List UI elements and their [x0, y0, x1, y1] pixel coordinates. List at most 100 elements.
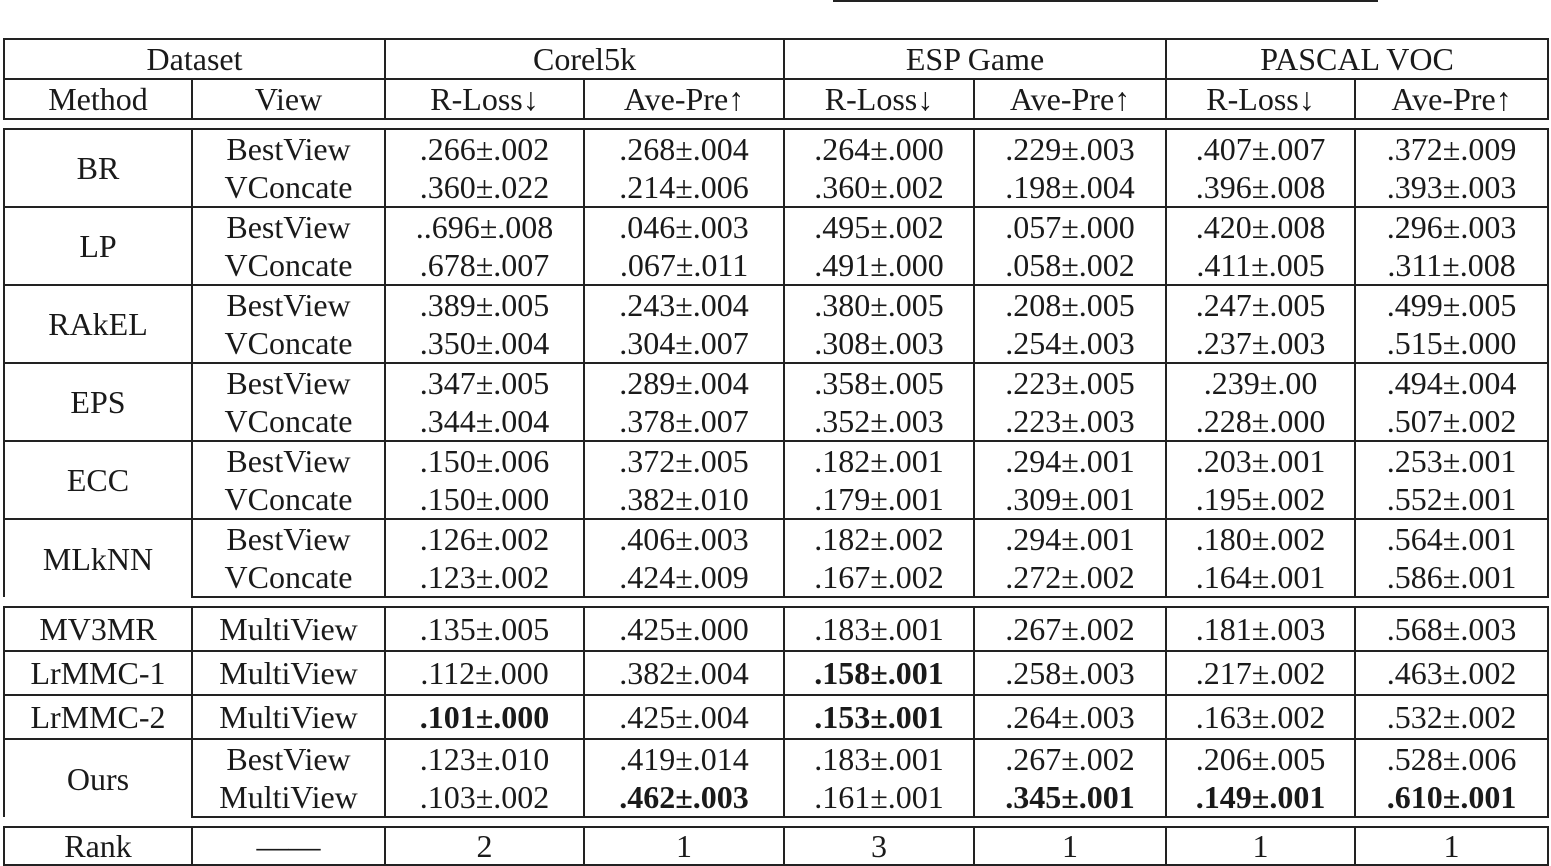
view-name: BestView: [190, 518, 387, 558]
metric-cell: .393±.003: [1354, 168, 1550, 208]
metric-cell: .358±.005: [783, 362, 976, 402]
metric-cell: .372±.005: [583, 440, 786, 480]
metric-cell: .195±.002: [1165, 480, 1357, 520]
table-row: LrMMC-2 MultiView .101±.000.425±.004.153±.…: [3, 694, 1550, 740]
metric-cell: .264±.000: [783, 128, 976, 168]
metric-cell: .180±.002: [1165, 518, 1357, 558]
metric-cell: .294±.001: [973, 440, 1168, 480]
table-row: BR BestView .266±.002.268±.004.264±.000.22…: [3, 128, 1550, 207]
metric-cell: .101±.000: [384, 694, 586, 740]
method-name: MLkNN: [3, 518, 193, 597]
metric-cell: .046±.003: [583, 206, 786, 246]
metric-cell: .389±.005: [384, 284, 586, 324]
table-row: MLkNN BestView .126±.002.406±.003.182±.002…: [3, 518, 1550, 597]
rank-cell: 1: [1354, 826, 1550, 866]
metric-cell: .158±.001: [783, 650, 976, 696]
method-name: LrMMC-2: [3, 694, 193, 740]
method-name: RAkEL: [3, 284, 193, 363]
metric-cell: .294±.001: [973, 518, 1168, 558]
dataset-header: Dataset: [2, 38, 387, 80]
method-name: LrMMC-1: [3, 650, 193, 696]
metric-cell: .267±.002: [973, 606, 1168, 652]
method-header: Method: [3, 78, 193, 120]
metric-cell: .463±.002: [1354, 650, 1550, 696]
metric-cell: ..696±.008: [384, 206, 586, 246]
table-row: ECC BestView .150±.006.372±.005.182±.001.2…: [3, 440, 1550, 519]
metric-cell: .586±.001: [1354, 558, 1550, 598]
metric-cell: .266±.002: [384, 128, 586, 168]
metric-cell: .411±.005: [1165, 246, 1357, 286]
metric-cell: .182±.002: [783, 518, 976, 558]
view-name: VConcate: [190, 246, 387, 286]
view-name: MultiView: [190, 778, 387, 818]
separator: [4, 817, 1548, 827]
metric-cell: .112±.000: [384, 650, 586, 696]
view-name: VConcate: [190, 168, 387, 208]
rank-label: Rank: [3, 826, 193, 866]
metric-cell: .182±.001: [783, 440, 976, 480]
header-row-datasets: Dataset Corel5k ESP Game PASCAL VOC: [2, 38, 1550, 80]
method-name: MV3MR: [3, 606, 193, 652]
metric-cell: .067±.011: [583, 246, 786, 286]
metric-cell: .360±.022: [384, 168, 586, 208]
separator: [4, 597, 1548, 607]
table-row: VConcate .678±.007.067±.011.491±.000.058±…: [4, 246, 1550, 286]
rank-cell: 1: [973, 826, 1168, 866]
metric-cell: .494±.004: [1354, 362, 1550, 402]
metric-cell: .247±.005: [1165, 284, 1357, 324]
metric-cell: .552±.001: [1354, 480, 1550, 520]
rank-row: Rank —— 2 1 3 1 1 1: [3, 826, 1550, 866]
view-name: BestView: [190, 440, 387, 480]
metric-cell: .239±.00: [1165, 362, 1357, 402]
metric-cell: .272±.002: [973, 558, 1168, 598]
metric-cell: .360±.002: [783, 168, 976, 208]
table-row: VConcate .344±.004.378±.007.352±.003.223±…: [4, 402, 1550, 442]
metric-cell: .308±.003: [783, 324, 976, 364]
metric-header: R-Loss↓: [783, 78, 976, 120]
metric-cell: .406±.003: [583, 518, 786, 558]
method-name: LP: [3, 206, 193, 285]
view-name: BestView: [190, 284, 387, 324]
metric-cell: .382±.010: [583, 480, 786, 520]
view-header: View: [190, 78, 387, 120]
rank-cell: 2: [384, 826, 586, 866]
metric-cell: .296±.003: [1354, 206, 1550, 246]
metric-cell: .223±.003: [973, 402, 1168, 442]
separator: [4, 119, 1548, 129]
metric-cell: .347±.005: [384, 362, 586, 402]
metric-cell: .309±.001: [973, 480, 1168, 520]
dataset-corel5k: Corel5k: [384, 38, 786, 80]
metric-cell: .382±.004: [583, 650, 786, 696]
metric-cell: .380±.005: [783, 284, 976, 324]
method-name: ECC: [3, 440, 193, 519]
metric-cell: .396±.008: [1165, 168, 1357, 208]
method-name: Ours: [3, 738, 193, 817]
metric-cell: .420±.008: [1165, 206, 1357, 246]
metric-cell: .217±.002: [1165, 650, 1357, 696]
metric-cell: .179±.001: [783, 480, 976, 520]
table-row: MV3MR MultiView .135±.005.425±.000.183±.00…: [3, 606, 1550, 652]
view-name: VConcate: [190, 558, 387, 598]
metric-cell: .528±.006: [1354, 738, 1550, 778]
table-row: VConcate .123±.002.424±.009.167±.002.272±…: [4, 558, 1550, 598]
metric-cell: .206±.005: [1165, 738, 1357, 778]
metric-cell: .610±.001: [1354, 778, 1550, 818]
metric-cell: .345±.001: [973, 778, 1168, 818]
metric-header: R-Loss↓: [1165, 78, 1357, 120]
metric-cell: .372±.009: [1354, 128, 1550, 168]
metric-cell: .344±.004: [384, 402, 586, 442]
metric-cell: .424±.009: [583, 558, 786, 598]
method-name: BR: [3, 128, 193, 207]
metric-cell: .253±.001: [1354, 440, 1550, 480]
view-name: VConcate: [190, 480, 387, 520]
view-name: BestView: [190, 128, 387, 168]
rank-cell: 1: [1165, 826, 1357, 866]
metric-cell: .058±.002: [973, 246, 1168, 286]
table-row: VConcate .360±.022.214±.006.360±.002.198±…: [4, 168, 1550, 208]
metric-cell: .352±.003: [783, 402, 976, 442]
table-row: LP BestView ..696±.008.046±.003.495±.002.0…: [3, 206, 1550, 285]
metric-cell: .208±.005: [973, 284, 1168, 324]
metric-cell: .183±.001: [783, 606, 976, 652]
metric-header: R-Loss↓: [384, 78, 586, 120]
metric-cell: .678±.007: [384, 246, 586, 286]
